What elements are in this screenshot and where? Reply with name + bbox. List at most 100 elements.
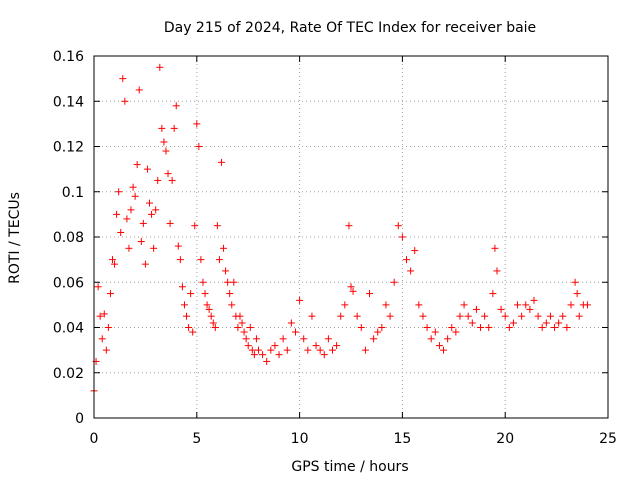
data-point <box>514 301 522 309</box>
y-tick-label: 0.1 <box>62 185 84 201</box>
data-point <box>407 267 415 275</box>
data-point <box>361 346 369 354</box>
data-point <box>341 301 349 309</box>
data-point <box>546 312 554 320</box>
data-point <box>213 222 221 230</box>
data-point <box>211 324 219 331</box>
y-tick-label: 0.04 <box>53 321 84 337</box>
data-point <box>164 170 172 178</box>
data-point <box>324 335 332 343</box>
data-point <box>205 305 213 313</box>
data-point <box>328 346 336 354</box>
data-point <box>583 301 591 309</box>
data-point <box>382 301 390 309</box>
data-point <box>366 290 374 298</box>
x-tick-label: 10 <box>291 431 309 447</box>
data-point <box>195 143 203 150</box>
data-point <box>398 233 406 241</box>
data-point <box>127 206 135 214</box>
data-point <box>563 324 571 331</box>
data-point <box>102 346 110 354</box>
x-tick-label: 0 <box>90 431 99 447</box>
data-point <box>431 328 439 336</box>
data-point <box>191 222 199 230</box>
data-point <box>242 335 250 343</box>
data-point <box>571 278 579 286</box>
data-point <box>501 312 509 320</box>
data-point <box>419 312 427 320</box>
data-point <box>349 287 357 295</box>
data-point <box>109 256 117 264</box>
data-point <box>146 199 154 207</box>
x-tick-label: 25 <box>599 431 617 447</box>
data-point <box>222 267 230 275</box>
data-point <box>415 301 423 309</box>
data-point <box>448 324 456 331</box>
data-point <box>193 120 201 128</box>
data-point <box>131 192 139 200</box>
data-point <box>141 260 149 268</box>
data-point <box>530 296 538 304</box>
data-point <box>96 312 104 320</box>
data-point <box>228 301 236 309</box>
data-point <box>111 260 119 268</box>
data-point <box>259 351 267 359</box>
data-point <box>148 210 156 218</box>
data-point <box>150 244 158 252</box>
data-point <box>125 244 133 252</box>
y-tick-label: 0.08 <box>53 230 84 246</box>
x-tick-label: 20 <box>496 431 514 447</box>
y-tick-label: 0 <box>75 411 84 427</box>
data-point <box>172 102 180 110</box>
data-point <box>287 319 295 327</box>
data-point <box>291 328 299 336</box>
data-point <box>423 324 431 331</box>
data-point <box>440 346 448 354</box>
data-point <box>304 346 312 354</box>
data-point <box>123 215 131 223</box>
data-point <box>244 342 252 350</box>
data-point <box>185 324 193 331</box>
data-point <box>158 124 166 132</box>
data-point <box>444 335 452 343</box>
data-point <box>162 147 170 155</box>
data-point <box>220 244 228 252</box>
data-point <box>133 161 141 169</box>
data-point <box>94 283 102 291</box>
data-point <box>357 324 365 331</box>
data-point <box>113 210 121 218</box>
data-point <box>374 328 382 336</box>
data-point <box>234 324 242 331</box>
data-point <box>542 319 550 327</box>
data-point <box>160 138 168 146</box>
data-point <box>187 290 195 298</box>
grid-lines <box>94 56 608 418</box>
data-point <box>238 319 246 327</box>
data-point <box>135 86 143 94</box>
data-point <box>551 324 559 331</box>
data-point <box>197 256 205 264</box>
data-point <box>183 312 191 320</box>
data-point <box>254 346 262 354</box>
data-point <box>189 328 197 336</box>
y-axis-label: ROTI / TECUs <box>7 192 23 284</box>
data-point <box>168 176 176 184</box>
data-point <box>240 328 248 336</box>
data-point <box>464 312 472 320</box>
data-point <box>477 324 485 331</box>
y-tick-labels: 0 0.02 0.04 0.06 0.08 0.1 0.12 0.14 0.16 <box>53 49 84 427</box>
data-point <box>386 312 394 320</box>
data-point <box>300 335 308 343</box>
data-point <box>174 242 182 250</box>
data-point <box>199 278 207 286</box>
data-point <box>176 256 184 264</box>
data-point <box>201 290 209 298</box>
data-point <box>534 312 542 320</box>
data-point <box>555 319 563 327</box>
y-tick-label: 0.02 <box>53 366 84 382</box>
data-point <box>100 310 108 318</box>
data-point <box>178 283 186 291</box>
data-point <box>427 335 435 343</box>
data-point <box>129 183 137 191</box>
data-point <box>217 158 225 166</box>
